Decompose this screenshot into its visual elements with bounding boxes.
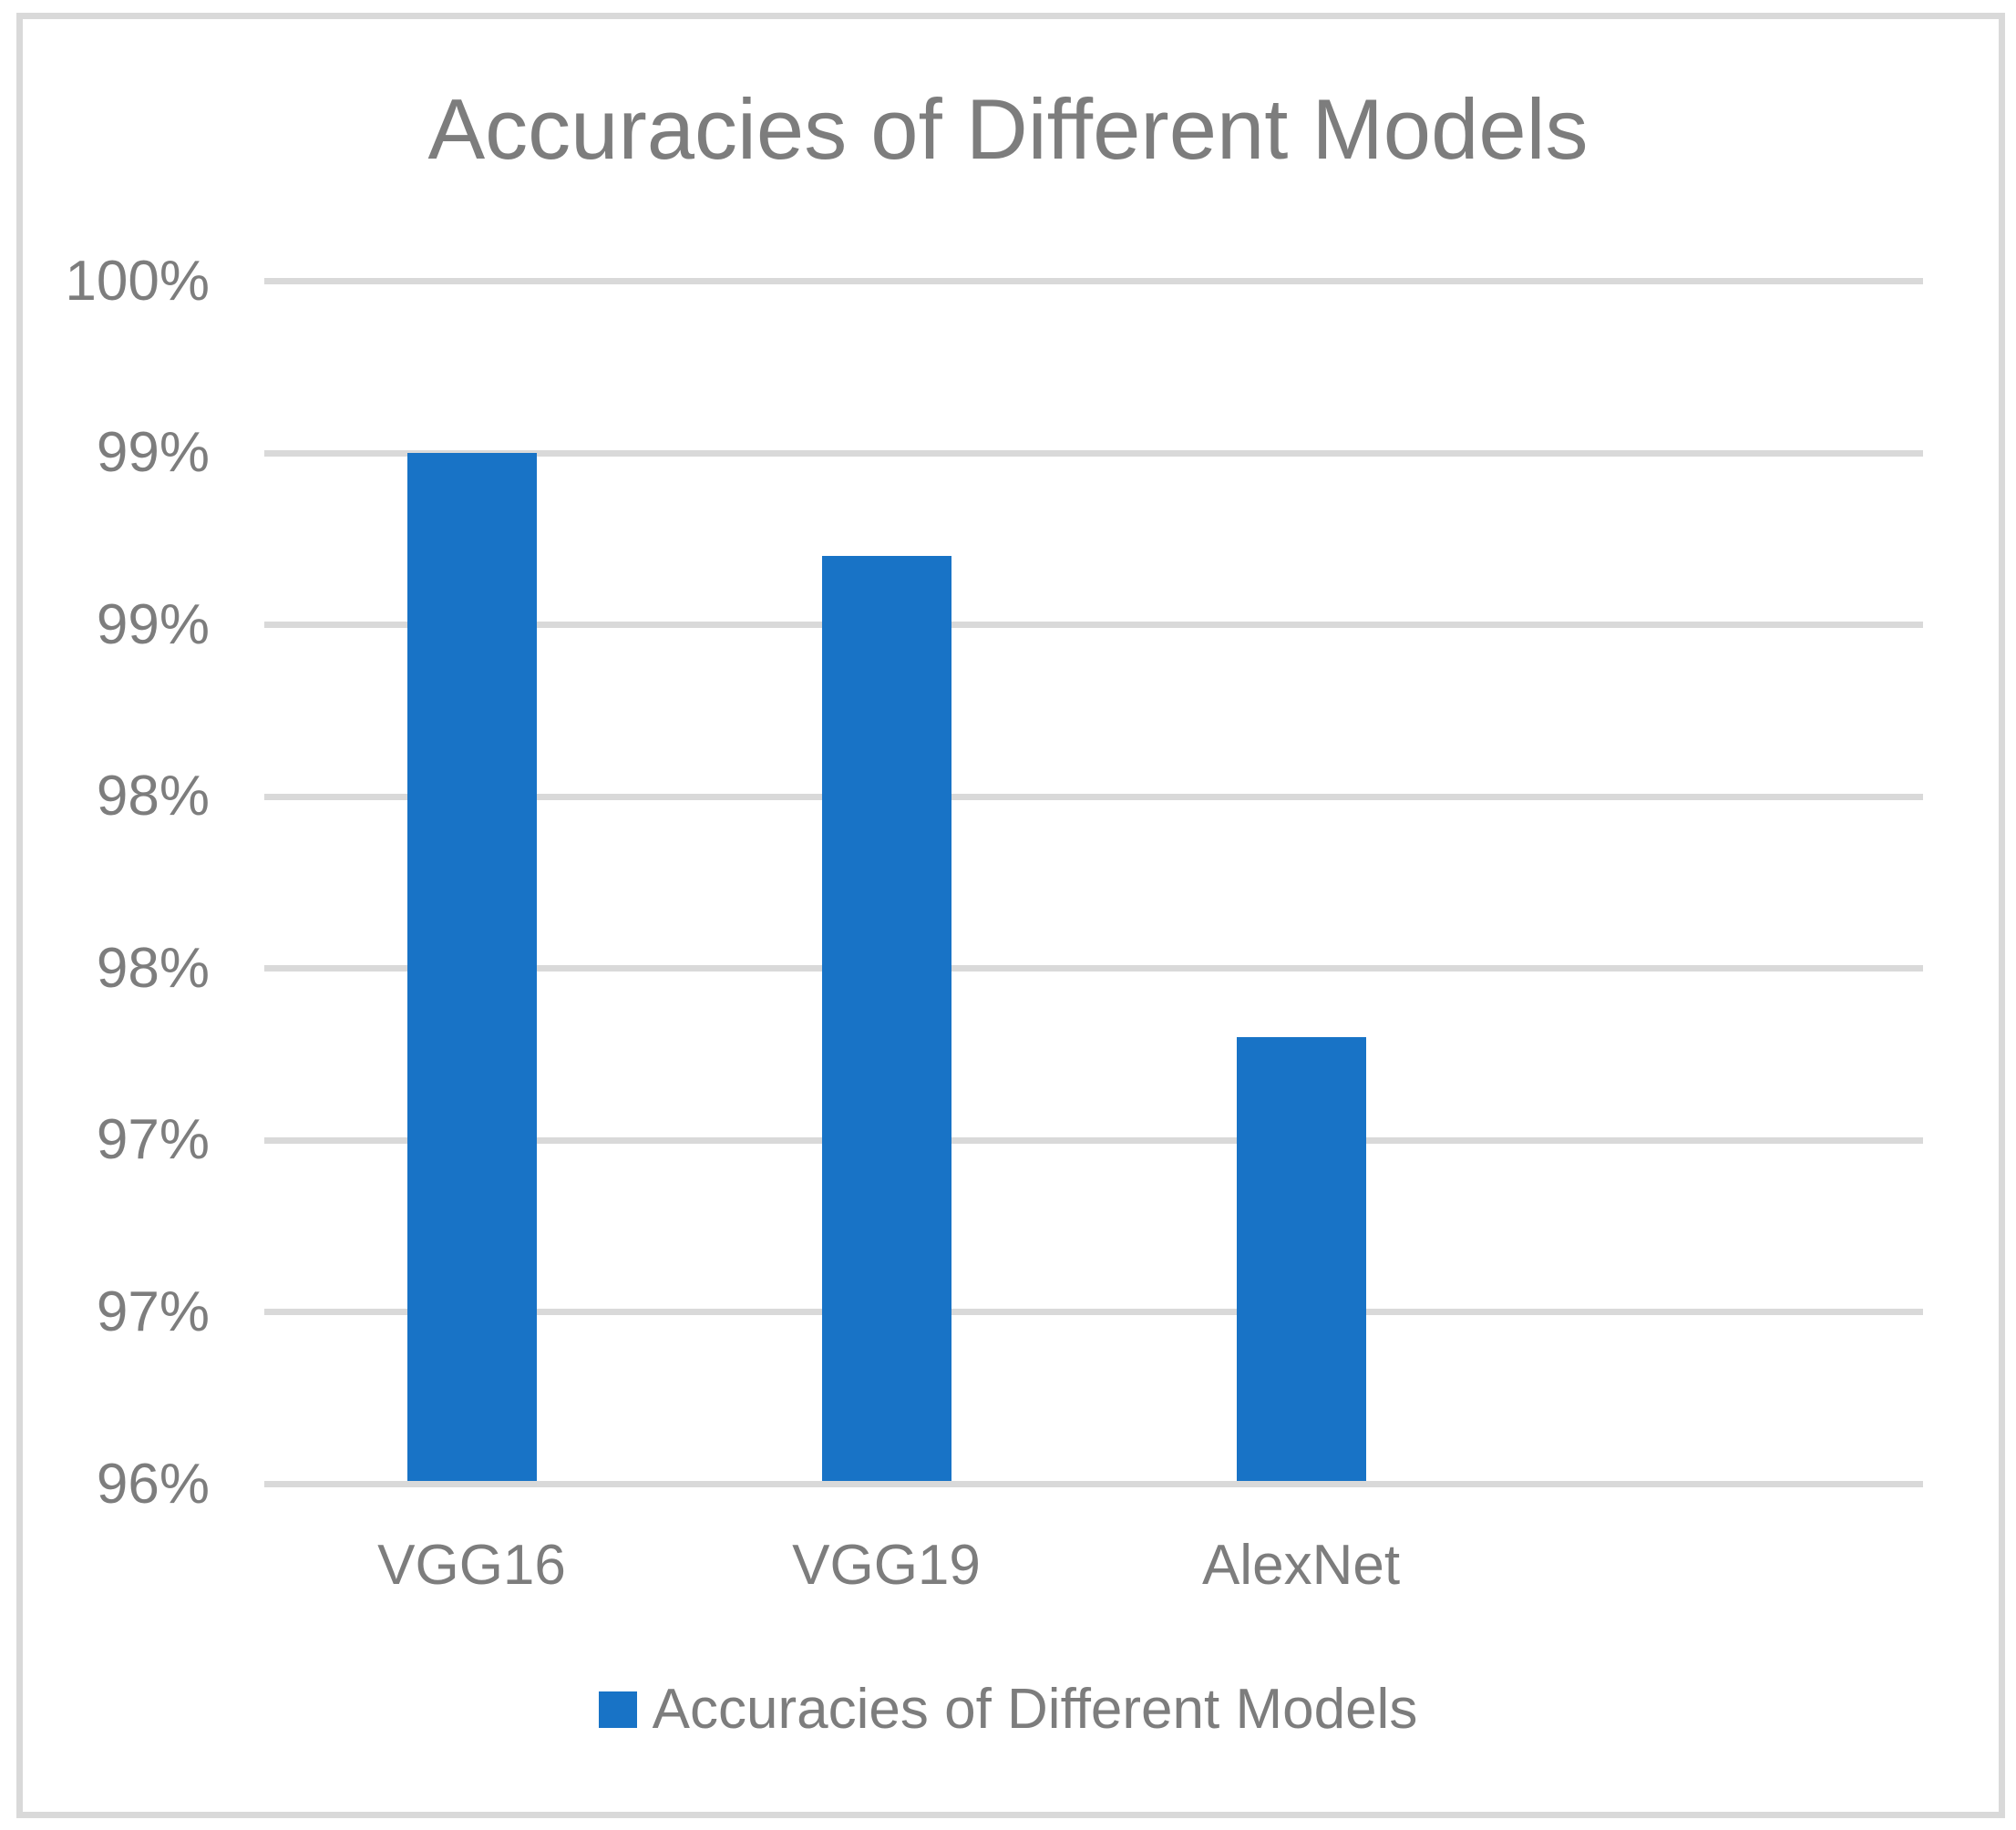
gridline <box>264 965 1923 972</box>
y-tick-label: 100% <box>65 249 210 313</box>
x-category-label: AlexNet <box>1201 1534 1401 1597</box>
gridline <box>264 278 1923 284</box>
legend-label: Accuracies of Different Models <box>652 1678 1418 1741</box>
bar <box>406 453 537 1481</box>
chart-title: Accuracies of Different Models <box>427 81 1589 177</box>
gridline <box>264 1136 1923 1144</box>
legend-marker-swatch <box>598 1691 637 1728</box>
gridline <box>264 622 1923 629</box>
y-tick-label: 96% <box>96 1452 210 1516</box>
y-tick-label: 99% <box>96 421 210 485</box>
y-tick-label: 98% <box>96 765 210 828</box>
y-tick-label: 97% <box>96 1108 210 1172</box>
x-category-label: VGG16 <box>377 1534 566 1597</box>
gridline <box>264 1309 1923 1316</box>
x-category-label: VGG19 <box>792 1534 981 1597</box>
y-tick-label: 99% <box>96 592 210 656</box>
bar <box>1236 1037 1366 1481</box>
y-tick-label: 97% <box>96 1280 210 1343</box>
y-tick-label: 98% <box>96 936 210 1000</box>
bar <box>821 556 951 1481</box>
gridline <box>264 793 1923 800</box>
legend: Accuracies of Different Models <box>0 1679 2016 1741</box>
gridline <box>264 449 1923 457</box>
gridline <box>264 1481 1923 1487</box>
